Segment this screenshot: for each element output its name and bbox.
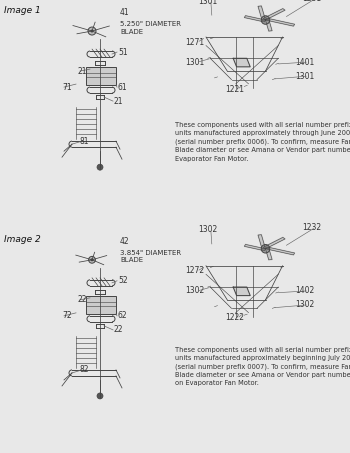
Text: 1231: 1231 [302, 0, 321, 4]
Text: 1301: 1301 [295, 72, 314, 81]
Text: 5.250" DIAMETER
BLADE: 5.250" DIAMETER BLADE [120, 21, 181, 34]
Text: Image 1: Image 1 [4, 6, 41, 15]
Text: 1232: 1232 [302, 223, 321, 232]
Text: 81: 81 [80, 137, 90, 146]
Text: 82: 82 [80, 366, 90, 375]
FancyBboxPatch shape [86, 67, 116, 85]
Text: 1272: 1272 [185, 266, 204, 275]
Circle shape [97, 164, 103, 170]
Text: 1301: 1301 [198, 0, 217, 5]
Polygon shape [244, 16, 266, 22]
Polygon shape [244, 245, 266, 251]
Text: 1302: 1302 [185, 286, 204, 295]
Text: 1301: 1301 [185, 58, 204, 67]
Text: 21: 21 [78, 67, 88, 76]
Text: 1222: 1222 [225, 313, 244, 323]
Text: Image 2: Image 2 [4, 235, 41, 244]
Text: 71: 71 [62, 82, 72, 92]
Polygon shape [233, 287, 250, 296]
Circle shape [261, 245, 270, 253]
Text: 1402: 1402 [295, 286, 314, 295]
Polygon shape [233, 58, 250, 67]
Text: 51: 51 [118, 48, 128, 57]
Text: 72: 72 [62, 311, 72, 320]
Text: These components used with all serial number prefix
units manufactured approxima: These components used with all serial nu… [175, 122, 350, 162]
Text: 62: 62 [118, 311, 128, 320]
Circle shape [97, 393, 103, 399]
Circle shape [91, 258, 93, 261]
Circle shape [261, 16, 270, 24]
Polygon shape [263, 237, 285, 249]
Text: 3.854" DIAMETER
BLADE: 3.854" DIAMETER BLADE [120, 250, 181, 263]
Text: 1271: 1271 [185, 38, 204, 47]
Text: These components used with all serial number prefix
units manufactured approxima: These components used with all serial nu… [175, 347, 350, 386]
Text: 22: 22 [78, 295, 88, 304]
Circle shape [91, 29, 93, 33]
Circle shape [88, 27, 96, 35]
Text: 42: 42 [120, 237, 130, 246]
Text: 1401: 1401 [295, 58, 314, 67]
Text: 1221: 1221 [225, 85, 244, 94]
Text: 61: 61 [118, 82, 128, 92]
Text: 1302: 1302 [198, 225, 217, 234]
Text: 1302: 1302 [295, 300, 314, 309]
Text: 41: 41 [120, 8, 130, 17]
Text: 22: 22 [114, 325, 124, 334]
Polygon shape [258, 235, 266, 249]
Polygon shape [266, 248, 272, 260]
FancyBboxPatch shape [86, 296, 116, 314]
Polygon shape [266, 247, 295, 255]
Polygon shape [263, 9, 285, 20]
Polygon shape [266, 18, 295, 26]
Circle shape [89, 256, 96, 263]
Text: 21: 21 [114, 96, 124, 106]
Polygon shape [266, 19, 272, 31]
Text: 52: 52 [118, 276, 128, 285]
Polygon shape [258, 6, 266, 20]
